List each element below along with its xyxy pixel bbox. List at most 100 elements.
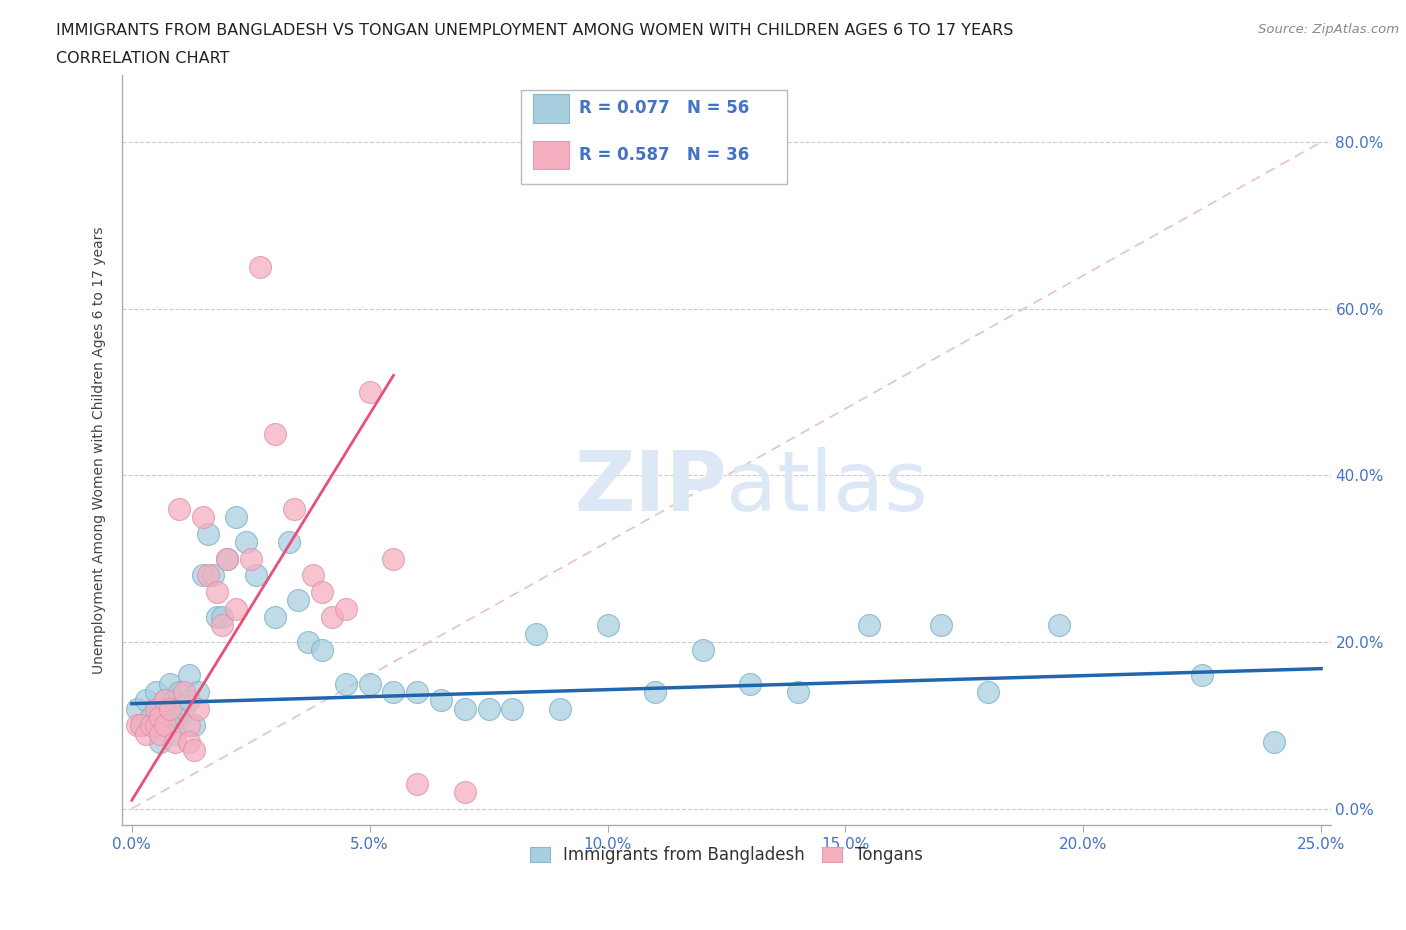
Point [596, 618, 619, 632]
Point [287, 593, 309, 608]
Point [183, 743, 205, 758]
Point [249, 259, 271, 274]
Point [163, 735, 186, 750]
Point [297, 634, 319, 649]
Point [478, 701, 501, 716]
Text: atlas: atlas [727, 447, 928, 528]
Point [125, 718, 148, 733]
Text: ZIP: ZIP [574, 447, 727, 528]
Point [501, 701, 523, 716]
Point [153, 693, 176, 708]
Y-axis label: Unemployment Among Women with Children Ages 6 to 17 years: Unemployment Among Women with Children A… [93, 227, 107, 674]
Point [215, 551, 238, 566]
Point [153, 718, 176, 733]
Point [277, 535, 299, 550]
Point [193, 568, 215, 583]
Point [359, 676, 381, 691]
Point [201, 568, 224, 583]
Point [163, 693, 186, 708]
Point [149, 735, 172, 750]
Point [225, 510, 247, 525]
Point [335, 601, 357, 616]
Point [163, 726, 186, 741]
Point [187, 684, 209, 699]
Point [139, 718, 162, 733]
Point [169, 710, 191, 724]
Point [406, 684, 429, 699]
Point [524, 626, 547, 641]
Point [197, 526, 219, 541]
Point [169, 684, 191, 699]
Point [263, 609, 285, 624]
Text: IMMIGRANTS FROM BANGLADESH VS TONGAN UNEMPLOYMENT AMONG WOMEN WITH CHILDREN AGES: IMMIGRANTS FROM BANGLADESH VS TONGAN UNE… [56, 23, 1014, 38]
Point [207, 609, 229, 624]
Point [929, 618, 952, 632]
Point [692, 643, 714, 658]
Point [786, 684, 808, 699]
Point [406, 777, 429, 791]
FancyBboxPatch shape [533, 94, 569, 123]
Point [215, 551, 238, 566]
Point [177, 668, 200, 683]
Point [139, 710, 162, 724]
Point [135, 693, 157, 708]
Point [159, 676, 181, 691]
Point [382, 684, 405, 699]
Point [301, 568, 323, 583]
Point [359, 385, 381, 400]
Point [548, 701, 571, 716]
Point [149, 710, 172, 724]
Point [311, 643, 333, 658]
Point [173, 701, 195, 716]
Point [169, 501, 191, 516]
Point [382, 551, 405, 566]
Point [135, 726, 157, 741]
Point [153, 693, 176, 708]
Point [235, 535, 257, 550]
Point [283, 501, 305, 516]
Point [263, 426, 285, 441]
Point [149, 701, 172, 716]
Point [193, 510, 215, 525]
Point [177, 735, 200, 750]
Text: CORRELATION CHART: CORRELATION CHART [56, 51, 229, 66]
Point [321, 609, 343, 624]
Point [225, 601, 247, 616]
Point [977, 684, 1000, 699]
Point [740, 676, 762, 691]
Point [239, 551, 262, 566]
Point [125, 701, 148, 716]
Point [454, 701, 477, 716]
Point [145, 718, 167, 733]
Point [430, 693, 453, 708]
Point [145, 718, 167, 733]
Point [131, 718, 153, 733]
Point [149, 726, 172, 741]
Point [858, 618, 880, 632]
FancyBboxPatch shape [522, 90, 787, 184]
Point [131, 718, 153, 733]
Point [153, 718, 176, 733]
Point [211, 618, 233, 632]
Point [159, 701, 181, 716]
Point [183, 718, 205, 733]
Point [173, 684, 195, 699]
Point [245, 568, 267, 583]
Point [454, 785, 477, 800]
Legend: Immigrants from Bangladesh, Tongans: Immigrants from Bangladesh, Tongans [523, 840, 929, 870]
Point [187, 701, 209, 716]
Point [644, 684, 666, 699]
Point [335, 676, 357, 691]
Point [1049, 618, 1071, 632]
Point [197, 568, 219, 583]
Point [207, 585, 229, 600]
Text: Source: ZipAtlas.com: Source: ZipAtlas.com [1258, 23, 1399, 36]
Text: R = 0.587   N = 36: R = 0.587 N = 36 [579, 146, 749, 164]
Point [177, 693, 200, 708]
Point [159, 710, 181, 724]
Point [1263, 735, 1285, 750]
Text: R = 0.077   N = 56: R = 0.077 N = 56 [579, 100, 749, 117]
Point [177, 718, 200, 733]
Point [145, 701, 167, 716]
Point [145, 684, 167, 699]
